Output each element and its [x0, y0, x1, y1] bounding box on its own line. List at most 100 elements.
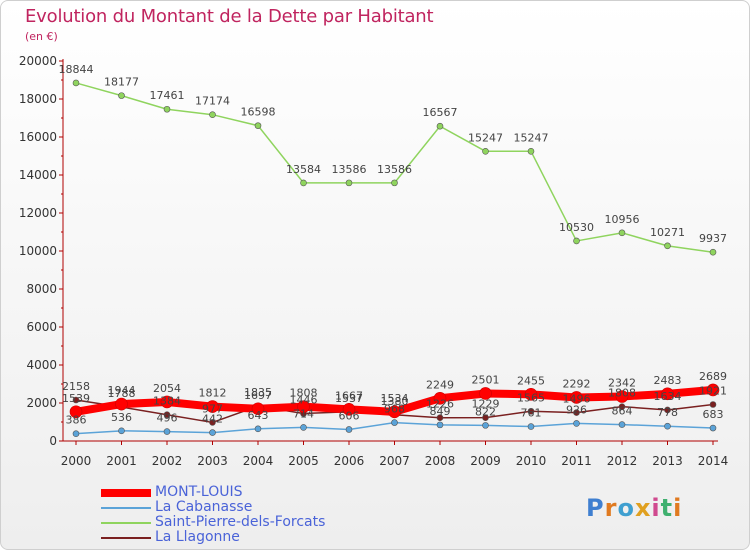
x-tick-label: 2005 [288, 454, 319, 468]
data-point [163, 411, 171, 419]
x-tick-label: 2003 [197, 454, 228, 468]
data-point [527, 148, 535, 155]
data-label: 1812 [199, 387, 227, 400]
legend-item: La Llagonne [101, 529, 401, 545]
data-label: 1537 [335, 392, 363, 405]
data-point [524, 388, 538, 401]
data-point [163, 105, 171, 113]
x-tick-label: 2009 [470, 454, 501, 468]
x-tick-label: 2004 [243, 454, 274, 468]
data-point [573, 237, 580, 245]
legend-label: La Llagonne [155, 529, 240, 545]
data-point [482, 148, 489, 155]
data-label: 10271 [650, 226, 685, 239]
data-point [615, 390, 629, 403]
data-point [479, 387, 492, 400]
data-label: 17461 [150, 89, 185, 102]
data-label: 2054 [153, 382, 181, 395]
legend-item: Saint-Pierre-dels-Forcats [101, 514, 401, 530]
data-point [709, 401, 717, 408]
data-point [72, 396, 80, 404]
data-label: 1380 [381, 395, 409, 408]
data-label: 714 [293, 407, 314, 420]
x-tick-label: 2014 [698, 454, 729, 468]
data-point [709, 424, 717, 432]
data-point [69, 405, 83, 419]
data-point [433, 391, 447, 405]
data-point [573, 409, 580, 416]
legend-label: MONT-LOUIS [155, 484, 243, 500]
data-point [436, 414, 444, 422]
data-label: 926 [566, 403, 587, 416]
data-point [251, 402, 265, 416]
data-point [72, 430, 80, 437]
data-label: 1835 [244, 386, 272, 399]
x-tick-label: 2008 [425, 454, 456, 468]
data-label: 2689 [699, 370, 727, 383]
data-label: 1667 [335, 389, 363, 402]
data-point [618, 421, 626, 428]
data-point [209, 429, 216, 436]
axes: 0 2000 4000 6000 8000 10000 12000 14000 16000 180… [19, 54, 728, 468]
data-label: 1921 [699, 385, 727, 398]
data-point [342, 403, 356, 416]
x-tick-label: 2013 [652, 454, 683, 468]
x-tick-label: 2010 [516, 454, 547, 468]
data-label: 496 [157, 412, 178, 425]
x-tick-label: 2007 [379, 454, 410, 468]
data-label: 1229 [472, 398, 500, 411]
x-tick-label: 2012 [607, 454, 638, 468]
data-labels: 1539 1944 2054 1812 1697 1808 1667 1534 2249 2501… [59, 63, 728, 427]
data-point [254, 122, 262, 129]
data-label: 2342 [608, 377, 636, 390]
legend-swatch-mont-louis [101, 489, 151, 497]
x-tick-label: 2001 [106, 454, 137, 468]
data-point [527, 407, 535, 415]
data-point [72, 79, 80, 87]
y-tick-label: 8000 [26, 282, 57, 296]
data-label: 864 [612, 405, 633, 418]
y-tick-label: 10000 [19, 244, 57, 258]
data-label: 9937 [699, 232, 727, 245]
x-tick-label: 2002 [152, 454, 183, 468]
data-point [664, 242, 671, 250]
data-label: 977 [202, 402, 223, 415]
data-label: 1697 [244, 389, 272, 402]
data-point [527, 423, 535, 430]
chart-title: Evolution du Montant de la Dette par Hab… [25, 6, 434, 27]
data-point [345, 179, 353, 187]
x-tick-label: 2006 [334, 454, 365, 468]
data-point [300, 424, 307, 431]
data-point [209, 419, 216, 426]
data-label: 1226 [426, 398, 454, 411]
legend-label: Saint-Pierre-dels-Forcats [155, 514, 326, 530]
chart-unit: (en €) [25, 30, 58, 43]
legend-item: La Cabanasse [101, 499, 401, 515]
data-label: 10956 [605, 213, 640, 226]
y-tick-label: 14000 [19, 168, 57, 182]
legend-swatch-la-llagonne [101, 537, 151, 539]
data-label: 1384 [153, 395, 181, 408]
data-label: 822 [475, 405, 496, 418]
data-point [297, 400, 310, 413]
data-label: 442 [202, 413, 223, 426]
x-tick-label: 2011 [561, 454, 592, 468]
data-label: 536 [111, 411, 132, 424]
data-point [482, 422, 489, 429]
data-point [570, 391, 583, 404]
data-point [618, 403, 626, 410]
data-label: 1534 [381, 392, 409, 405]
data-label: 2249 [426, 378, 454, 391]
data-point [115, 397, 128, 411]
data-point [664, 422, 671, 430]
data-point [163, 428, 171, 435]
data-point [709, 248, 717, 256]
data-point [160, 395, 174, 409]
legend-swatch-saint-pierre [101, 522, 151, 524]
data-point [391, 419, 398, 426]
legend-swatch-la-cabanasse [101, 507, 151, 509]
proxiti-logo: Proxiti [586, 494, 683, 522]
data-label: 1539 [62, 392, 90, 405]
data-label: 1446 [290, 394, 318, 407]
data-point [345, 426, 353, 433]
